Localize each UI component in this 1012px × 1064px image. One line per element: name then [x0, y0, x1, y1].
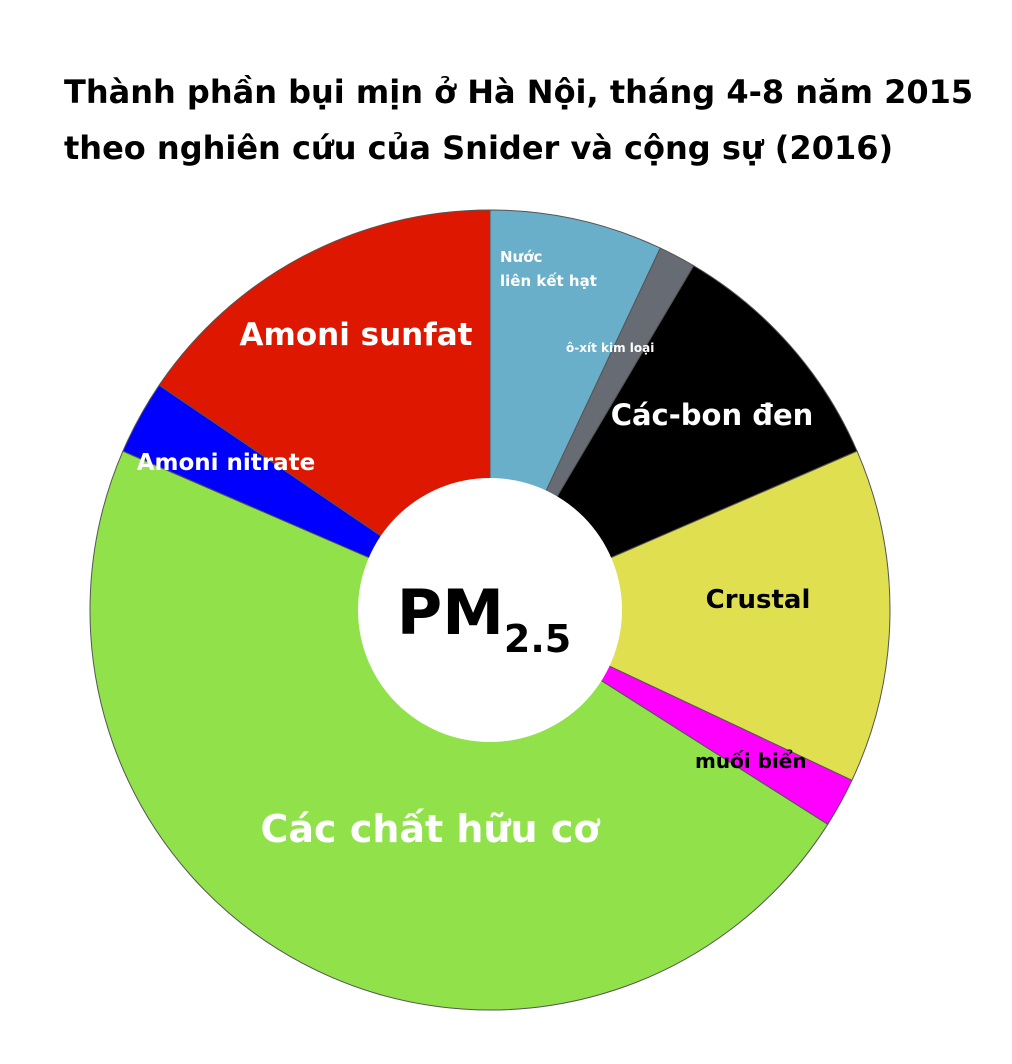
- slice-label-1-line-2: liên kết hạt: [500, 271, 597, 290]
- slice-label-4: Crustal: [706, 585, 811, 615]
- center-label: PM2.5: [397, 576, 571, 661]
- slice-label-6: Các chất hữu cơ: [261, 807, 601, 851]
- chart-subtitle: theo nghiên cứu của Snider và cộng sự (2…: [64, 129, 894, 167]
- slice-label-8: Amoni sunfat: [240, 317, 473, 353]
- slice-label-3-line-1: Các-bon đen: [611, 398, 814, 432]
- slice-label-2-line-1: ô-xít kim loại: [566, 341, 654, 355]
- slice-label-1: Nước liên kết hạt: [500, 248, 597, 290]
- slice-label-8-line-1: Amoni sunfat: [240, 317, 473, 353]
- slice-label-1-line-1: Nước: [500, 248, 542, 266]
- center-label-subscript: 2.5: [504, 617, 571, 661]
- slice-label-3: Các-bon đen: [611, 398, 814, 432]
- pie-slice-4: [488, 450, 891, 781]
- chart-title-line-1: Thành phần bụi mịn ở Hà Nội, tháng 4-8 n…: [64, 73, 974, 111]
- chart-title: Thành phần bụi mịn ở Hà Nội, tháng 4-8 n…: [64, 64, 984, 176]
- slice-label-7-line-1: Amoni nitrate: [137, 450, 316, 476]
- slice-label-5-line-1: muối biển: [695, 749, 807, 773]
- slice-label-4-line-1: Crustal: [706, 585, 811, 615]
- slice-labels-group: Nước liên kết hạt ô-xít kim loại Các-bon đe…: [137, 248, 814, 851]
- slice-label-5: muối biển: [695, 749, 807, 773]
- slice-label-2: ô-xít kim loại: [566, 341, 654, 355]
- donut-hole: [358, 478, 622, 742]
- slice-label-6-line-1: Các chất hữu cơ: [261, 807, 601, 851]
- slice-label-7: Amoni nitrate: [137, 450, 316, 476]
- center-label-main: PM: [397, 576, 504, 649]
